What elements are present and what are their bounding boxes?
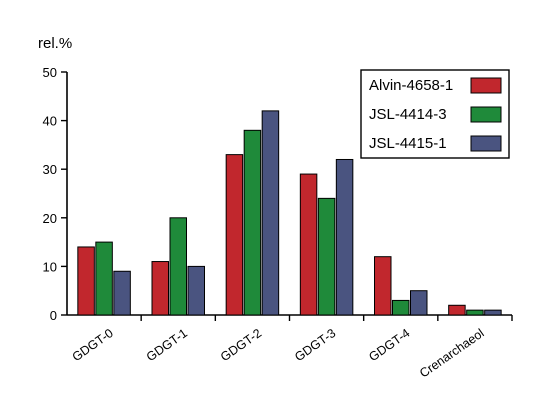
x-tick-labels: GDGT-0 GDGT-1 GDGT-2 GDGT-3 GDGT-4 Crenarchae… [70, 326, 487, 381]
bar [410, 290, 428, 316]
x-tick-label: GDGT-1 [144, 326, 190, 364]
legend-swatch [470, 135, 502, 152]
bar [317, 197, 336, 316]
x-tick-label: GDGT-2 [218, 326, 264, 364]
bar [169, 217, 187, 316]
legend-swatch [470, 106, 502, 123]
legend-label: Alvin-4658-1 [369, 77, 453, 94]
y-axis-label: rel.% [38, 35, 72, 52]
bar [95, 241, 113, 316]
bar [113, 270, 131, 316]
bar [335, 158, 354, 316]
bar [151, 261, 169, 316]
bar [392, 299, 410, 316]
y-tick-label: 40 [43, 114, 57, 129]
axes: 0 10 20 30 40 50 [43, 65, 513, 323]
bar [374, 256, 392, 316]
bar [299, 173, 318, 316]
bar [243, 129, 262, 316]
x-tick-label: Crenarchaeol [417, 326, 487, 381]
legend-label: JSL-4414-3 [369, 106, 447, 123]
legend: Alvin-4658-1 JSL-4414-3 JSL-4415-1 [360, 69, 510, 159]
bar [261, 110, 280, 316]
bar [466, 309, 484, 316]
bar [187, 265, 205, 316]
legend-swatch [470, 77, 502, 94]
x-tick-label: GDGT-4 [366, 326, 412, 364]
bar [77, 246, 95, 316]
y-tick-label: 20 [43, 211, 57, 226]
y-tick-label: 50 [43, 65, 57, 80]
bars [77, 110, 502, 316]
y-tick-label: 0 [50, 308, 57, 323]
bar [225, 154, 244, 316]
x-tick-label: GDGT-0 [70, 326, 116, 364]
y-tick-label: 30 [43, 162, 57, 177]
legend-label: JSL-4415-1 [369, 135, 447, 152]
bar [448, 304, 466, 316]
y-tick-label: 10 [43, 259, 57, 274]
x-tick-label: GDGT-3 [292, 326, 338, 364]
bar [484, 309, 502, 316]
